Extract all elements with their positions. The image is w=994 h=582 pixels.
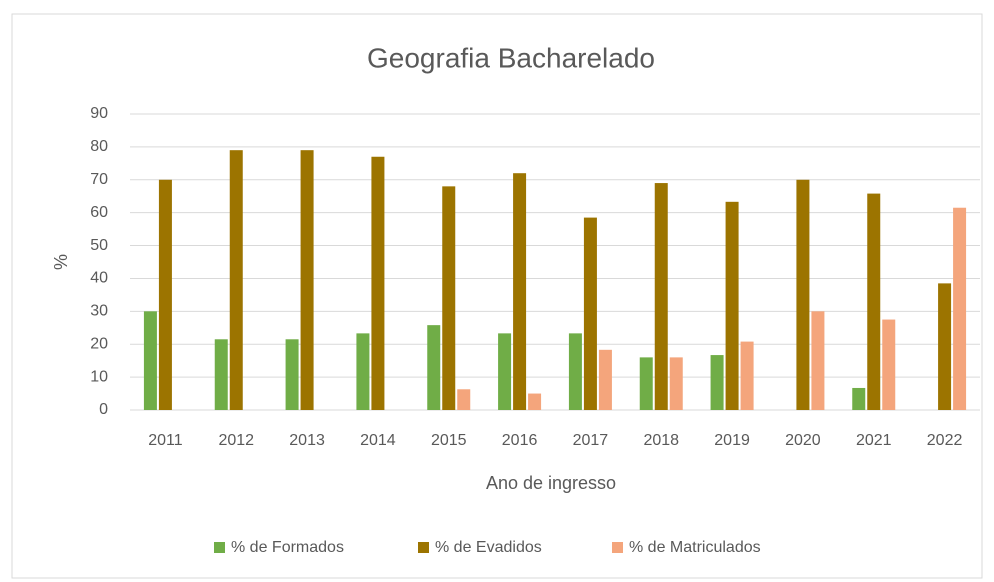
bar xyxy=(371,156,385,410)
bar xyxy=(513,173,527,410)
bar xyxy=(285,339,299,410)
bar xyxy=(356,333,370,410)
y-tick-label: 70 xyxy=(90,171,108,188)
bar xyxy=(938,283,952,410)
bar xyxy=(583,217,597,410)
x-tick-label: 2011 xyxy=(148,432,183,449)
bar xyxy=(427,325,441,410)
bar xyxy=(654,183,668,410)
bar xyxy=(796,179,810,410)
legend-swatch xyxy=(214,542,225,553)
bar xyxy=(725,201,739,410)
bar xyxy=(710,355,724,410)
bar xyxy=(158,179,172,410)
bar xyxy=(811,311,825,410)
y-tick-label: 0 xyxy=(99,401,108,418)
bar xyxy=(457,389,471,410)
chart-frame xyxy=(11,13,983,579)
y-tick-label: 20 xyxy=(90,335,108,352)
y-tick-label: 10 xyxy=(90,368,108,385)
x-tick-label: 2020 xyxy=(785,432,821,449)
bar xyxy=(598,349,612,410)
bar xyxy=(953,207,967,410)
y-axis-label: % xyxy=(51,254,71,270)
bar xyxy=(229,150,243,410)
bar xyxy=(867,193,881,410)
y-tick-label: 60 xyxy=(90,204,108,221)
bar xyxy=(882,319,896,410)
x-tick-label: 2013 xyxy=(289,432,325,449)
bar xyxy=(639,357,653,410)
bar xyxy=(442,186,456,410)
legend-swatch xyxy=(612,542,623,553)
x-tick-label: 2019 xyxy=(714,432,750,449)
legend-swatch xyxy=(418,542,429,553)
x-tick-label: 2021 xyxy=(856,432,892,449)
y-tick-label: 50 xyxy=(90,237,108,254)
x-tick-label: 2017 xyxy=(573,432,609,449)
bar xyxy=(498,333,512,410)
legend-label: % de Evadidos xyxy=(435,539,542,556)
bar xyxy=(214,339,228,410)
legend-label: % de Matriculados xyxy=(629,539,761,556)
bar xyxy=(528,393,542,410)
x-tick-label: 2012 xyxy=(218,432,254,449)
chart-title: Geografia Bacharelado xyxy=(367,42,655,73)
bar xyxy=(669,357,683,410)
y-tick-label: 90 xyxy=(90,105,108,122)
x-tick-label: 2016 xyxy=(502,432,538,449)
bar xyxy=(852,387,866,410)
x-axis-label: Ano de ingresso xyxy=(486,473,616,493)
bar xyxy=(740,341,754,410)
bar xyxy=(568,333,582,410)
x-tick-label: 2022 xyxy=(927,432,963,449)
x-tick-label: 2014 xyxy=(360,432,396,449)
y-tick-label: 30 xyxy=(90,303,108,320)
bar xyxy=(143,311,157,410)
bar xyxy=(300,150,314,410)
y-tick-label: 80 xyxy=(90,138,108,155)
legend-label: % de Formados xyxy=(231,539,344,556)
y-tick-label: 40 xyxy=(90,270,108,287)
x-tick-label: 2015 xyxy=(431,432,467,449)
x-tick-label: 2018 xyxy=(643,432,679,449)
